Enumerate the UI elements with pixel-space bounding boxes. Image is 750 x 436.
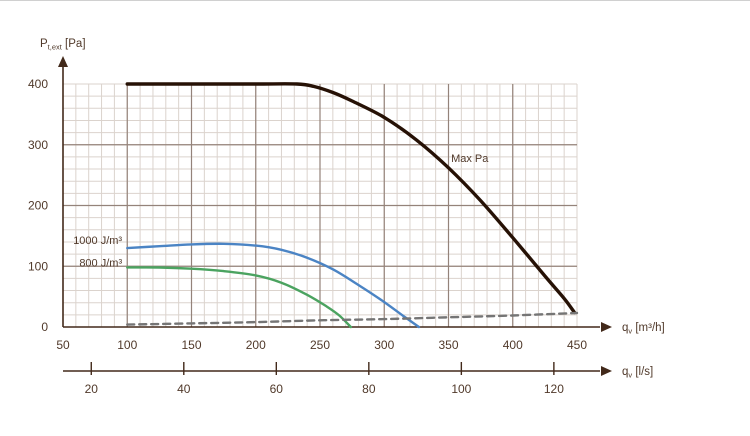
x-tick-label-m3h: 200 (246, 338, 266, 352)
window-top-border (0, 0, 750, 1)
x-axis-secondary-title: qv [l/s] (622, 366, 653, 380)
x-tick-label-ls: 80 (362, 382, 376, 396)
axis-titles: Pt,ext [Pa] qv [m³/h] qv [l/s] (40, 38, 665, 380)
series: Max Pa 1000 J/m³ 800 J/m³ (73, 82, 579, 329)
y-axis-arrow-icon (58, 56, 68, 67)
x-tick-label-ls: 60 (270, 382, 284, 396)
curve-800-j-m- (126, 266, 352, 329)
grid-major (63, 84, 577, 327)
x-tick-label-m3h: 50 (56, 338, 70, 352)
curve-label-max-pa: Max Pa (451, 153, 489, 165)
x-tick-label-ls: 100 (451, 382, 471, 396)
x-tick-label-m3h: 350 (438, 338, 458, 352)
tick-labels: 0 100 200 300 400 50 100 150 200 250 300 350 400 450 2… (28, 77, 587, 396)
y-tick-label: 100 (28, 259, 48, 273)
curve-system-resistance-curve (126, 311, 579, 326)
y-axis-title: Pt,ext [Pa] (40, 38, 86, 52)
x-axis-primary-title: qv [m³/h] (622, 322, 665, 336)
x-tick-label-m3h: 450 (567, 338, 587, 352)
x-axis-secondary-arrow-icon (601, 366, 612, 376)
x-tick-label-m3h: 300 (374, 338, 394, 352)
x-axis-primary-arrow-icon (601, 322, 612, 332)
x-tick-label-ls: 20 (85, 382, 99, 396)
y-tick-label: 200 (28, 199, 48, 213)
x-tick-label-m3h: 250 (310, 338, 330, 352)
curve-label-800-j-m-: 800 J/m³ (79, 257, 122, 269)
x-tick-label-ls: 40 (177, 382, 191, 396)
x-tick-label-m3h: 150 (181, 338, 201, 352)
curve-max-pa (125, 82, 577, 315)
y-tick-label: 0 (41, 320, 48, 334)
curve-label-1000-j-m-: 1000 J/m³ (73, 235, 122, 247)
axes (58, 56, 612, 376)
y-tick-label: 400 (28, 77, 48, 91)
curve-1000-j-m- (126, 242, 421, 329)
y-tick-label: 300 (28, 138, 48, 152)
x-tick-label-ls: 120 (544, 382, 564, 396)
x-tick-label-m3h: 400 (503, 338, 523, 352)
x-tick-label-m3h: 100 (117, 338, 137, 352)
